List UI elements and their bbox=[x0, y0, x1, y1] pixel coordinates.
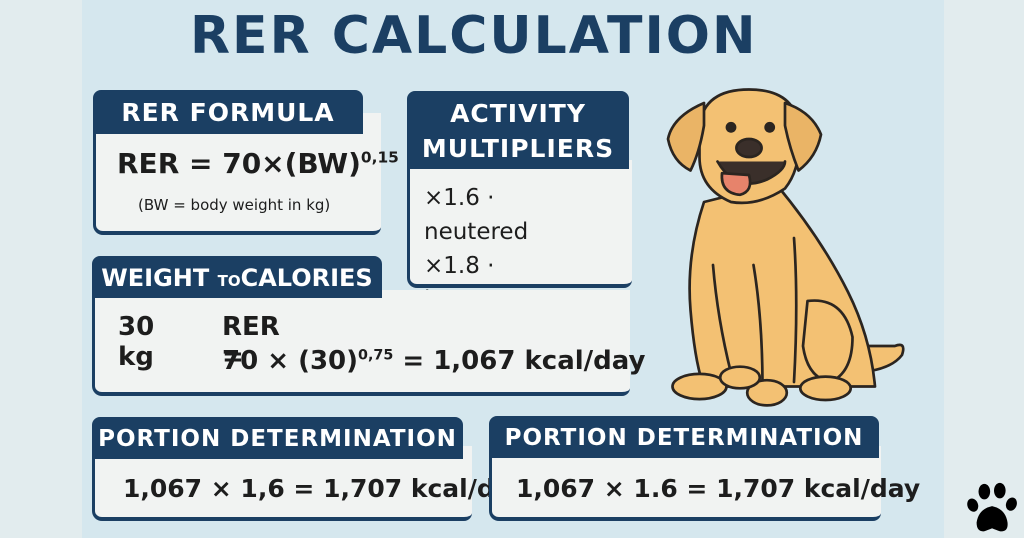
heading-text: CALORIES bbox=[240, 264, 373, 292]
card-body bbox=[489, 446, 881, 521]
formula-note: (BW = body weight in kg) bbox=[138, 196, 331, 214]
formula-text: RER = 70×(BW) bbox=[117, 147, 361, 180]
paw-icon bbox=[967, 482, 1017, 532]
card-body bbox=[407, 160, 632, 288]
card-heading: RER FORMULA bbox=[93, 90, 363, 134]
rer-equals: RER = bbox=[222, 312, 280, 372]
heading-text: WEIGHT bbox=[101, 264, 210, 292]
card-body bbox=[92, 290, 630, 396]
multiplier-item: ×1.6 · neutered bbox=[424, 185, 529, 245]
card-heading: ACTIVITY MULTIPLIERS bbox=[407, 91, 629, 169]
card-heading: PORTION DETERMINATION bbox=[92, 417, 463, 459]
heading-line: ACTIVITY bbox=[450, 99, 586, 128]
card-heading: WEIGHT TOCALORIES bbox=[92, 256, 382, 298]
formula-exponent: 0,15 bbox=[360, 148, 399, 167]
page-title: RER CALCULATION bbox=[190, 6, 758, 66]
rer-calculation: 70 × (30)0,75 = 1,067 kcal/day bbox=[222, 346, 645, 376]
portion-equation: 1,067 × 1.6 = 1,707 kcal/day bbox=[516, 474, 921, 503]
calc-exponent: 0,75 bbox=[358, 347, 394, 364]
dog-illustration bbox=[666, 88, 905, 407]
portion-equation: 1,067 × 1,6 = 1,707 kcal/day bbox=[123, 474, 528, 503]
rer-formula: RER = 70×(BW)0,15 bbox=[117, 147, 399, 180]
heading-text: TO bbox=[217, 272, 241, 290]
calc-text: 70 × (30) bbox=[222, 346, 359, 376]
weight-value: 30 kg bbox=[118, 312, 155, 372]
calc-result: = 1,067 kcal/day bbox=[402, 346, 646, 376]
heading-line: MULTIPLIERS bbox=[421, 134, 615, 163]
card-heading: PORTION DETERMINATION bbox=[489, 416, 879, 458]
